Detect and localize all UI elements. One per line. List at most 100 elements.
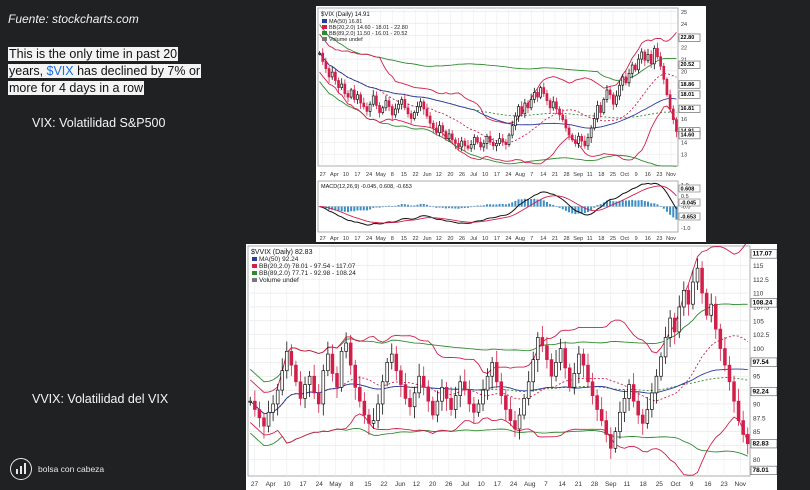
macd-histogram-bar (470, 206, 473, 208)
candle-body (599, 409, 604, 421)
macd-histogram-bar (419, 203, 422, 207)
macd-x-tick-label: Jun (423, 236, 432, 242)
candle-body (581, 353, 586, 366)
macd-histogram-bar (381, 206, 384, 208)
source-caption: Fuente: stockcharts.com (8, 12, 139, 26)
x-tick-label: 7 (530, 172, 533, 178)
macd-histogram-bar (530, 199, 533, 207)
bb89-middle (319, 52, 677, 119)
x-tick-label: 20 (447, 172, 453, 178)
chart-title: $VIX (Daily) 14.91 (321, 12, 370, 18)
candle-body (349, 89, 353, 98)
chart-title: $VVIX (Daily) 82.83 (251, 249, 313, 256)
macd-histogram-bar (504, 204, 507, 207)
x-tick-label: May (329, 481, 342, 488)
macd-x-tick-label: 11 (587, 236, 593, 242)
x-tick-label: 27 (320, 172, 326, 178)
x-tick-label: 21 (552, 172, 558, 178)
macd-x-tick-label: 18 (598, 236, 604, 242)
candle-body (403, 99, 407, 109)
macd-x-tick-label: 10 (482, 236, 488, 242)
candle-body (592, 118, 596, 129)
macd-histogram-bar (407, 204, 409, 207)
y-tick-label: 112.5 (753, 277, 769, 284)
bb20-upper (319, 32, 677, 124)
macd-tag-label: 0.608 (681, 187, 695, 193)
candle-body (368, 103, 372, 112)
macd-histogram-bar (580, 206, 583, 214)
candle-body (337, 80, 340, 88)
candle-body (608, 89, 612, 96)
macd-histogram-bar (397, 205, 400, 207)
macd-x-tick-label: Jul (470, 236, 477, 242)
candle-body (643, 51, 647, 61)
x-tick-label: Jul (470, 172, 477, 178)
candle-body (654, 375, 659, 394)
candle-body (727, 364, 732, 383)
price-tag-label: 78.01 (753, 467, 770, 474)
macd-histogram-bar (457, 206, 460, 209)
candle-body (567, 367, 572, 388)
candle-body (583, 140, 587, 147)
x-tick-label: 27 (251, 481, 259, 488)
candle-body (476, 403, 481, 413)
x-tick-label: Aug (515, 172, 525, 178)
macd-x-tick-label: 24 (366, 236, 372, 242)
candle-body (611, 94, 615, 105)
candle-body (358, 386, 362, 402)
candle-body (686, 289, 691, 305)
x-tick-label: 7 (544, 481, 548, 488)
macd-histogram-bar (583, 206, 586, 214)
candle-body (736, 400, 741, 421)
macd-histogram-bar (527, 199, 529, 207)
candle-body (463, 140, 467, 147)
price-tag-box (678, 80, 701, 89)
headline-ticker: $VIX (46, 64, 74, 78)
candle-body (504, 395, 508, 410)
y-tick-label: 24 (681, 22, 687, 28)
candle-body (344, 342, 348, 352)
y-tick-label: 102.5 (753, 332, 770, 339)
candle-body (352, 89, 356, 100)
macd-x-tick-label: 22 (412, 236, 418, 242)
vix-chart: 1314151617181920212223242527Apr101724May… (317, 7, 701, 242)
candle-body (624, 76, 628, 84)
macd-histogram-bar (331, 206, 334, 210)
candle-body (577, 353, 581, 374)
macd-histogram-bar (561, 206, 564, 210)
x-tick-label: 26 (445, 481, 453, 488)
macd-histogram-bar (444, 206, 447, 209)
macd-histogram-bar (334, 206, 337, 211)
candle-body (384, 100, 388, 109)
macd-histogram-bar (492, 204, 495, 207)
candle-body (312, 375, 316, 394)
macd-histogram-bar (400, 204, 403, 207)
x-tick-label: 24 (316, 481, 324, 488)
x-tick-label: 10 (478, 481, 486, 488)
legend-entry: MA(50) 92.24 (259, 256, 299, 263)
candle-body (526, 102, 530, 109)
x-tick-label: 10 (343, 172, 349, 178)
candle-body (334, 71, 337, 81)
candle-body (545, 93, 549, 102)
macd-histogram-bar (340, 206, 343, 212)
macd-histogram-bar (536, 199, 539, 207)
candle-body (650, 392, 654, 410)
macd-x-tick-label: Nov (666, 236, 676, 242)
candle-body (663, 337, 668, 358)
price-tag-label: 108.24 (753, 300, 773, 307)
plot-area-undefined (247, 245, 751, 477)
x-tick-label: 17 (354, 172, 360, 178)
candle-body (564, 119, 568, 129)
price-tag-label: 117.07 (753, 251, 773, 258)
candle-body (649, 53, 653, 65)
macd-tag-label: -0.045 (681, 201, 697, 207)
macd-histogram-bar (609, 200, 612, 207)
headline-note: This is the only time in past 20 years, … (8, 46, 213, 97)
macd-histogram-bar (391, 206, 394, 207)
candle-body (741, 420, 745, 435)
macd-histogram-bar (356, 206, 359, 211)
macd-x-tick-label: 8 (391, 236, 394, 242)
macd-histogram-bar (476, 205, 479, 207)
macd-histogram-bar (605, 200, 608, 207)
